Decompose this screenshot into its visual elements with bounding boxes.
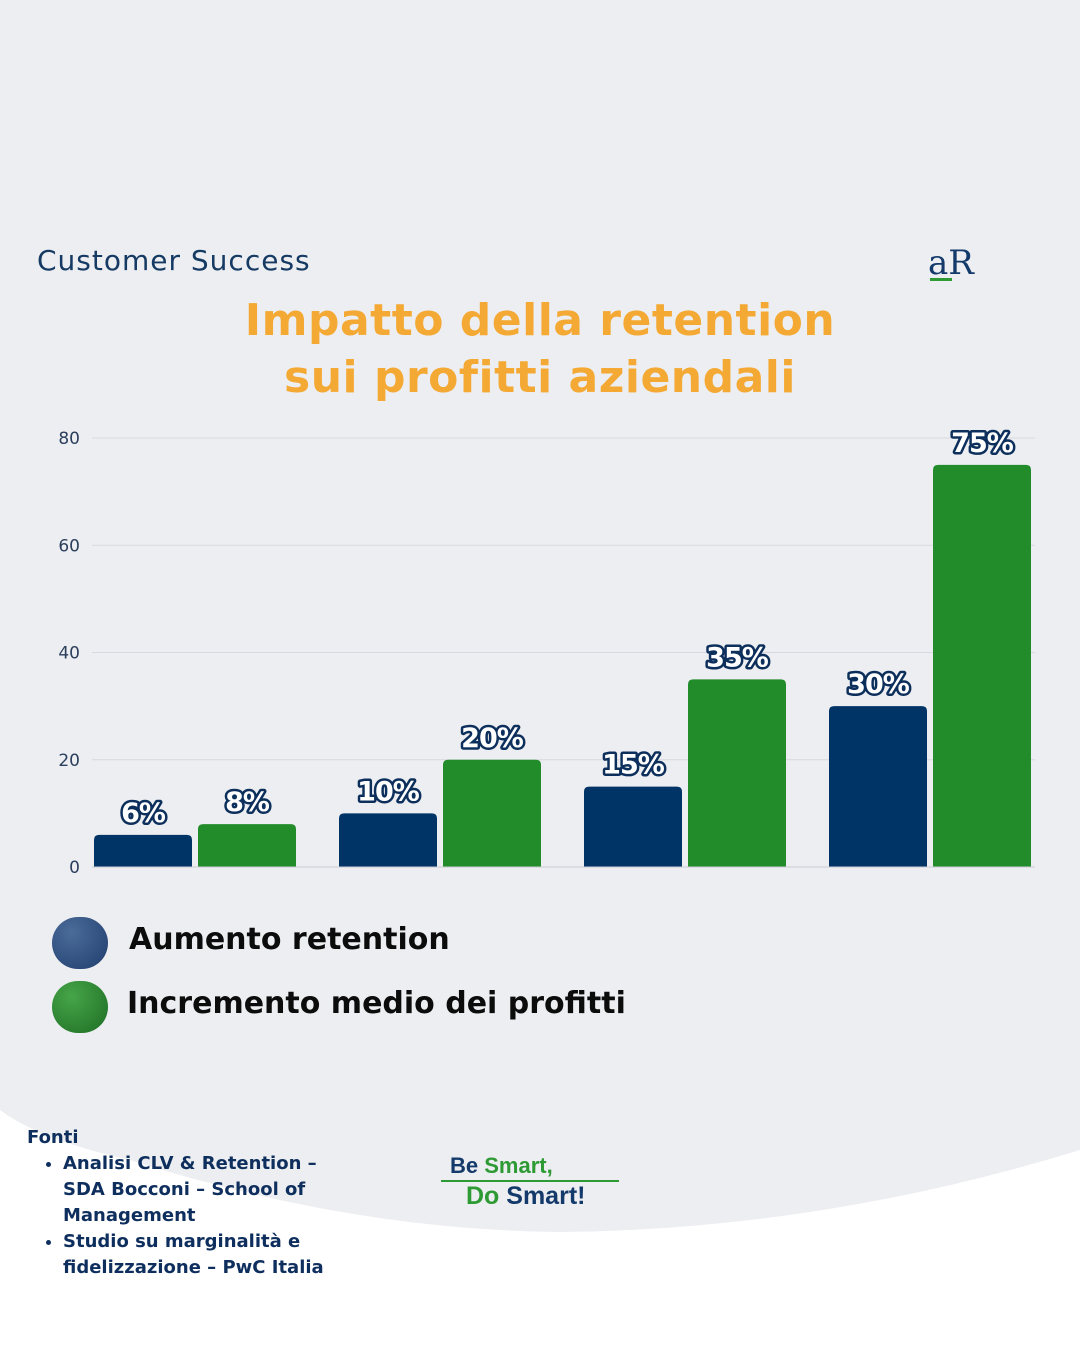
legend-label-retention: Aumento retention	[129, 922, 450, 957]
slogan-line-1: Be Smart,	[450, 1153, 553, 1178]
bar-profits	[688, 679, 786, 867]
y-tick-label: 80	[58, 429, 80, 449]
source-item: Analisi CLV & Retention – SDA Bocconi – …	[63, 1151, 363, 1229]
svg-text:aR: aR	[928, 243, 975, 283]
data-label: 75%	[951, 428, 1014, 459]
bar-retention	[829, 706, 927, 867]
bar-retention	[584, 786, 682, 867]
sources-list: Analisi CLV & Retention – SDA Bocconi – …	[40, 1151, 363, 1281]
slogan-line-2: Do Smart!	[466, 1182, 586, 1210]
sources-heading: Fonti	[27, 1127, 79, 1148]
data-label: 30%	[847, 669, 910, 700]
data-label: 35%	[706, 642, 769, 673]
brand-logo: aR	[928, 243, 975, 283]
bar-profits	[198, 824, 296, 867]
y-tick-label: 20	[58, 751, 80, 771]
y-tick-label: 40	[58, 644, 80, 664]
data-label: 20%	[461, 723, 524, 754]
legend-swatch-retention	[52, 917, 108, 969]
bar-profits	[443, 759, 541, 867]
legend-swatch-profits	[52, 981, 108, 1033]
data-label: 8%	[225, 787, 270, 818]
chart-title-line-2: sui profitti aziendali	[284, 352, 796, 403]
source-item: Studio su marginalità e fidelizzazione –…	[63, 1229, 363, 1281]
y-tick-label: 0	[69, 858, 80, 878]
slogan-divider	[441, 1180, 619, 1182]
bar-retention	[339, 813, 437, 867]
bar-chart: 0 20 40 60 80 6% 10% 15% 30% 8% 20% 35% 75%	[58, 425, 1035, 878]
bar-profits	[933, 464, 1031, 867]
legend-label-profits: Incremento medio dei profitti	[127, 986, 626, 1021]
chart-title-line-1: Impatto della retention	[244, 295, 836, 346]
data-label: 15%	[602, 750, 665, 781]
data-label: 10%	[357, 776, 420, 807]
data-label: 6%	[121, 798, 166, 829]
y-tick-label: 60	[58, 536, 80, 556]
bar-retention	[94, 834, 192, 867]
category-label: Customer Success	[37, 244, 311, 277]
